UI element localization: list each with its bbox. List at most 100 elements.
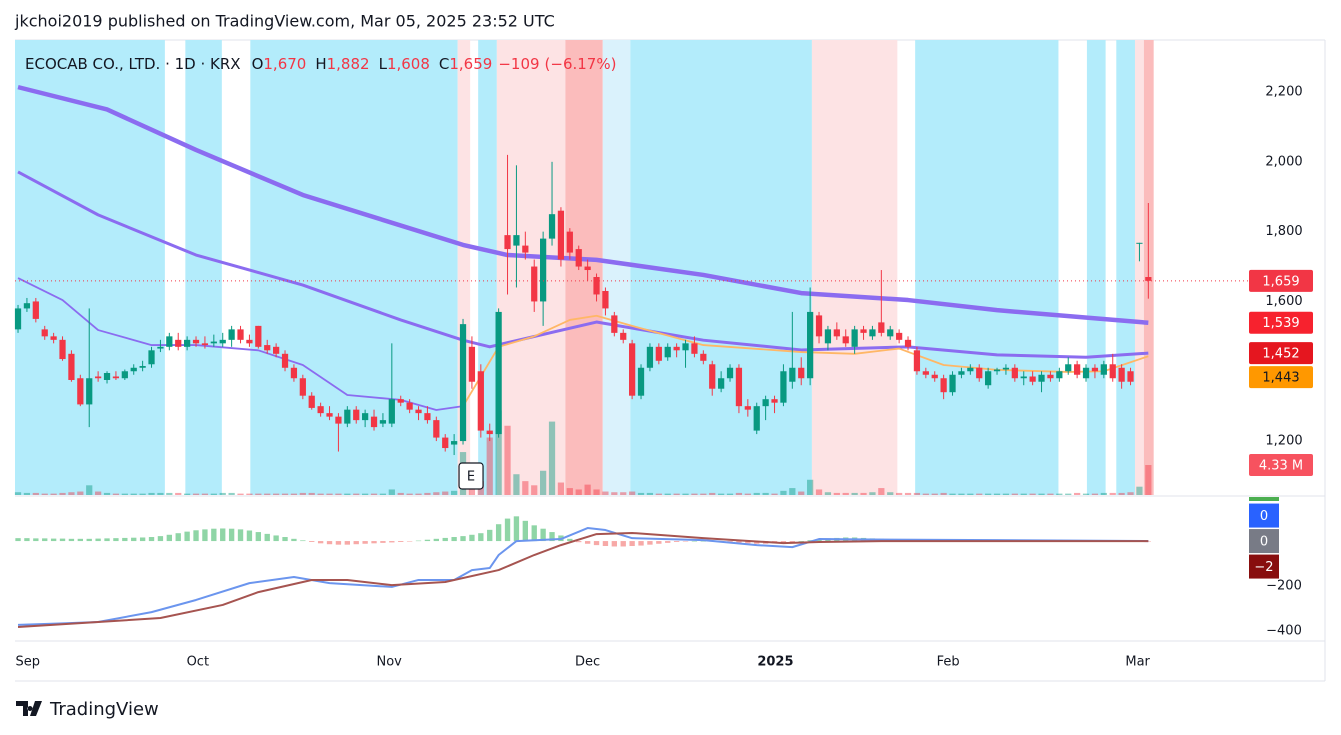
volume-bar — [77, 491, 84, 495]
volume-bar — [246, 493, 253, 495]
volume-bar — [451, 490, 458, 495]
candle-body — [896, 332, 903, 340]
volume-bar — [771, 493, 778, 495]
candle-body — [700, 353, 707, 361]
candle-body — [931, 374, 938, 379]
volume-bar — [166, 492, 173, 495]
volume-bar — [646, 492, 654, 495]
volume-bar — [1100, 492, 1107, 495]
macd-histogram — [317, 541, 324, 544]
volume-bar — [103, 492, 111, 495]
signal-band — [1116, 40, 1135, 495]
volume-bar — [913, 492, 921, 495]
signal-band — [185, 40, 222, 495]
candle-body — [1100, 364, 1107, 375]
volume-bar — [993, 493, 1001, 495]
signal-band — [496, 40, 566, 495]
macd-histogram — [665, 541, 671, 543]
volume-bar — [709, 492, 716, 495]
candle-body — [807, 311, 814, 379]
macd-histogram — [139, 537, 146, 542]
y-tick-label: 1,200 — [1265, 434, 1302, 449]
volume-bar — [513, 474, 520, 495]
volume-bar — [860, 492, 867, 495]
candle-body — [32, 301, 39, 319]
volume-bar — [664, 493, 671, 495]
y-tick-label: 2,000 — [1265, 154, 1302, 169]
volume-bar — [504, 425, 511, 495]
candle-body — [495, 311, 502, 435]
x-tick-label: Feb — [937, 655, 960, 670]
macd-histogram — [264, 533, 270, 542]
volume-bar — [540, 470, 547, 495]
candle-body — [557, 210, 565, 260]
volume-bar — [531, 485, 538, 495]
macd-histogram — [460, 536, 466, 542]
macd-histogram — [611, 541, 618, 547]
candle-body — [913, 350, 921, 372]
candle-body — [904, 339, 912, 347]
volume-bar — [1136, 486, 1143, 495]
indicator-tag — [1249, 503, 1279, 528]
macd-histogram — [576, 541, 582, 543]
macd-histogram — [780, 541, 787, 543]
legend-key: C — [439, 55, 449, 73]
macd-histogram — [673, 541, 680, 542]
macd-histogram — [478, 533, 484, 542]
legend-value: 1,670 — [263, 55, 306, 73]
macd-histogram — [24, 538, 30, 542]
candle-body — [1136, 242, 1143, 244]
volume-bar — [1074, 492, 1081, 495]
volume-bar — [726, 493, 734, 495]
volume-bar — [762, 492, 769, 495]
volume-bar — [308, 492, 315, 495]
volume-bar — [406, 493, 413, 495]
volume-bar — [655, 493, 662, 495]
candle-body — [379, 420, 387, 424]
macd-histogram — [380, 541, 386, 543]
candle-body — [59, 339, 66, 360]
volume-bar — [228, 492, 235, 495]
volume-bar — [718, 493, 725, 495]
candle-body — [513, 235, 520, 246]
macd-histogram — [389, 541, 395, 543]
volume-bar — [50, 493, 57, 495]
candle-body — [103, 373, 111, 380]
candle-body — [281, 353, 289, 368]
volume-bar — [68, 492, 75, 495]
candle-body — [655, 346, 662, 361]
macd-histogram — [95, 538, 101, 542]
volume-bar — [1011, 493, 1018, 495]
volume-bar — [273, 493, 280, 495]
volume-bar — [593, 489, 600, 495]
macd-histogram — [745, 541, 751, 544]
indicator-tag-label: −2 — [1254, 560, 1273, 575]
candle-body — [531, 266, 538, 302]
candle-body — [459, 324, 467, 442]
candle-body — [192, 339, 200, 344]
volume-bar — [744, 493, 751, 495]
macd-histogram — [86, 538, 92, 542]
candle-body — [166, 336, 173, 347]
macd-histogram — [522, 520, 528, 542]
macd-histogram — [584, 541, 591, 544]
macd-histogram — [157, 536, 164, 542]
candle-body — [148, 350, 155, 365]
candle-body — [424, 413, 431, 421]
macd-histogram — [33, 538, 39, 542]
price-tag-label: 1,452 — [1262, 347, 1299, 362]
volume-bar — [851, 492, 858, 495]
candle-body — [219, 339, 226, 344]
candle-body — [121, 371, 128, 379]
macd-histogram — [629, 541, 635, 547]
macd-histogram — [424, 539, 431, 542]
macd-histogram — [442, 537, 448, 542]
indicator-tag-label: 0 — [1260, 509, 1268, 524]
volume-bar — [1109, 492, 1116, 495]
volume-bar — [1065, 493, 1072, 495]
volume-bar — [700, 493, 707, 495]
volume-bar — [637, 492, 645, 495]
volume-bar — [23, 492, 31, 495]
candle-body — [664, 346, 671, 358]
candle-body — [833, 329, 840, 337]
